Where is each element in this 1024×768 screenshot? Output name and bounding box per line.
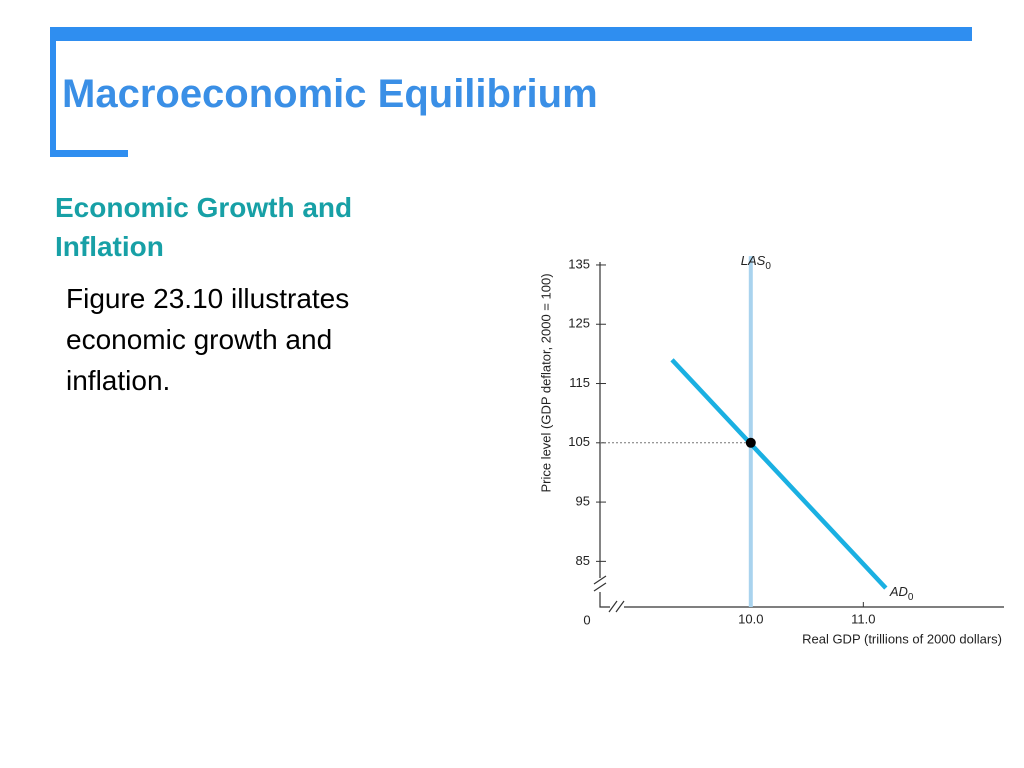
origin-label: 0: [583, 612, 590, 627]
x-tick-label: 10.0: [738, 611, 763, 626]
y-tick-label: 95: [576, 494, 590, 509]
series-label: LAS0: [741, 254, 772, 272]
series-label: AD0: [889, 584, 914, 602]
series-name: AD: [889, 584, 908, 599]
y-tick-label: 105: [568, 434, 590, 449]
x-break: [608, 600, 625, 613]
y-tick-label: 115: [569, 375, 590, 390]
side-bar: [50, 27, 56, 157]
y-break: [593, 575, 607, 592]
equilibrium-point: [745, 437, 756, 448]
top-bar: [50, 27, 972, 41]
y-tick-label: 85: [576, 553, 590, 568]
slide-title: Macroeconomic Equilibrium: [62, 72, 598, 116]
axis-lines: [599, 262, 1004, 608]
bottom-bar: [50, 150, 128, 157]
y-axis-label: Price level (GDP deflator, 2000 = 100): [538, 273, 553, 492]
x-axis-label: Real GDP (trillions of 2000 dollars): [802, 631, 1002, 646]
series-subscript: 0: [908, 592, 914, 603]
y-tick-label: 125: [568, 316, 590, 331]
series-name: LAS: [741, 254, 766, 269]
section-heading: Economic Growth and Inflation: [55, 192, 353, 262]
series-line: [670, 358, 888, 590]
y-tick-label: 135: [568, 256, 590, 271]
axes: [593, 262, 1004, 613]
x-tick-label: 11.0: [851, 611, 875, 626]
series-subscript: 0: [765, 261, 771, 272]
body-text: Figure 23.10 illustrates economic growth…: [66, 283, 350, 396]
